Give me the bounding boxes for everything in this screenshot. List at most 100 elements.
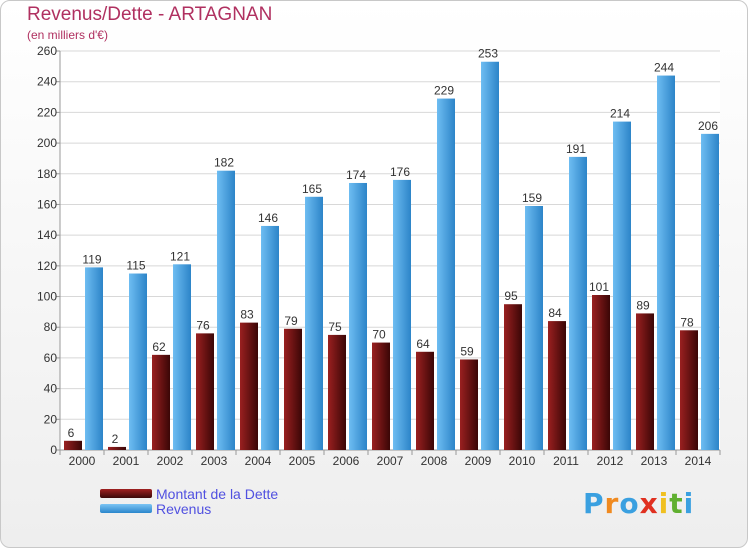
x-tick-label: 2001	[113, 454, 140, 468]
revenue-value-label: 165	[302, 182, 322, 196]
legend: Montant de la Dette Revenus	[100, 485, 279, 517]
revenue-bar	[613, 121, 631, 450]
y-tick-label: 260	[37, 44, 57, 58]
x-tick-label: 2011	[553, 454, 579, 468]
legend-item-debt: Montant de la Dette	[100, 485, 279, 502]
revenue-bar	[129, 273, 147, 450]
debt-value-label: 95	[504, 289, 518, 303]
revenue-value-label: 182	[214, 156, 234, 170]
debt-value-label: 83	[240, 308, 254, 322]
x-tick-label: 2002	[157, 454, 184, 468]
debt-value-label: 70	[372, 328, 386, 342]
x-tick-label: 2007	[377, 454, 404, 468]
debt-value-label: 89	[636, 298, 650, 312]
y-tick-label: 80	[44, 320, 58, 334]
x-tick-label: 2010	[509, 454, 536, 468]
debt-value-label: 75	[328, 320, 342, 334]
x-tick-label: 2005	[289, 454, 316, 468]
x-tick-label: 2006	[333, 454, 360, 468]
revenue-value-label: 159	[522, 191, 542, 205]
debt-value-label: 6	[68, 426, 75, 440]
legend-label-revenue: Revenus	[156, 500, 212, 517]
y-tick-label: 100	[37, 290, 57, 304]
x-tick-label: 2013	[641, 454, 668, 468]
x-tick-label: 2003	[201, 454, 228, 468]
revenue-value-label: 176	[390, 165, 410, 179]
y-tick-label: 200	[37, 136, 57, 150]
debt-bar	[636, 313, 654, 450]
legend-swatch-revenue	[100, 504, 152, 513]
y-tick-label: 180	[37, 167, 57, 181]
revenue-value-label: 191	[566, 142, 586, 156]
revenue-bar	[173, 264, 191, 450]
debt-bar	[196, 333, 214, 450]
debt-value-label: 76	[196, 318, 210, 332]
revenue-value-label: 174	[346, 168, 366, 182]
legend-swatch-debt	[100, 489, 152, 498]
revenue-bar	[569, 156, 587, 450]
debt-bar	[416, 351, 434, 450]
chart-title: Revenus/Dette - ARTAGNAN	[27, 4, 273, 25]
y-tick-label: 120	[37, 259, 57, 273]
revenue-bar	[525, 205, 543, 450]
x-tick-label: 2012	[597, 454, 624, 468]
debt-bar	[108, 446, 126, 450]
debt-bar	[64, 440, 82, 450]
revenue-bar	[657, 75, 675, 451]
revenue-bar	[701, 133, 719, 450]
revenue-value-label: 206	[698, 119, 718, 133]
revenue-value-label: 229	[434, 84, 454, 98]
revenue-bar	[481, 61, 499, 450]
x-tick-label: 2009	[465, 454, 492, 468]
debt-bar	[284, 328, 302, 450]
revenue-value-label: 253	[478, 47, 498, 61]
debt-bar	[548, 321, 566, 450]
debt-value-label: 2	[112, 432, 119, 446]
debt-bar	[152, 354, 170, 450]
debt-value-label: 79	[284, 314, 298, 328]
debt-value-label: 64	[416, 337, 430, 351]
revenue-value-label: 244	[654, 61, 674, 75]
revenue-bar	[349, 182, 367, 450]
debt-bar	[504, 304, 522, 450]
debt-bar	[592, 295, 610, 450]
debt-bar	[240, 322, 258, 450]
x-tick-label: 2008	[421, 454, 448, 468]
x-tick-label: 2004	[245, 454, 272, 468]
revenue-bar	[217, 170, 235, 450]
debt-value-label: 101	[589, 280, 609, 294]
debt-value-label: 59	[460, 344, 474, 358]
revenue-value-label: 115	[126, 259, 145, 273]
debt-bar	[460, 359, 478, 450]
debt-bar	[680, 330, 698, 450]
revenue-bar	[261, 225, 279, 450]
legend-item-revenue: Revenus	[100, 500, 278, 517]
revenue-value-label: 146	[258, 211, 278, 225]
revenue-value-label: 214	[610, 107, 630, 121]
x-tick-label: 2014	[685, 454, 712, 468]
revenue-bar	[85, 267, 103, 450]
debt-value-label: 84	[548, 306, 562, 320]
debt-bar	[328, 334, 346, 450]
revenue-value-label: 121	[170, 249, 190, 263]
legend-label-debt: Montant de la Dette	[156, 485, 279, 502]
debt-value-label: 62	[152, 340, 166, 354]
revenue-bar	[393, 179, 411, 450]
proxiti-logo: Proxiti	[583, 487, 695, 520]
debt-bar	[372, 342, 390, 450]
x-tick-label: 2000	[69, 454, 96, 468]
y-tick-label: 220	[37, 105, 57, 119]
y-tick-label: 20	[44, 412, 58, 426]
y-tick-label: 240	[37, 75, 57, 89]
y-tick-label: 40	[44, 382, 58, 396]
y-tick-label: 60	[44, 351, 58, 365]
y-tick-label: 160	[37, 197, 57, 211]
revenue-value-label: 119	[82, 252, 101, 266]
debt-value-label: 78	[680, 315, 694, 329]
y-tick-label: 0	[50, 443, 57, 457]
chart-subtitle: (en milliers d'€)	[27, 28, 108, 42]
y-tick-label: 140	[37, 228, 57, 242]
revenue-bar	[437, 98, 455, 451]
revenue-bar	[305, 196, 323, 450]
